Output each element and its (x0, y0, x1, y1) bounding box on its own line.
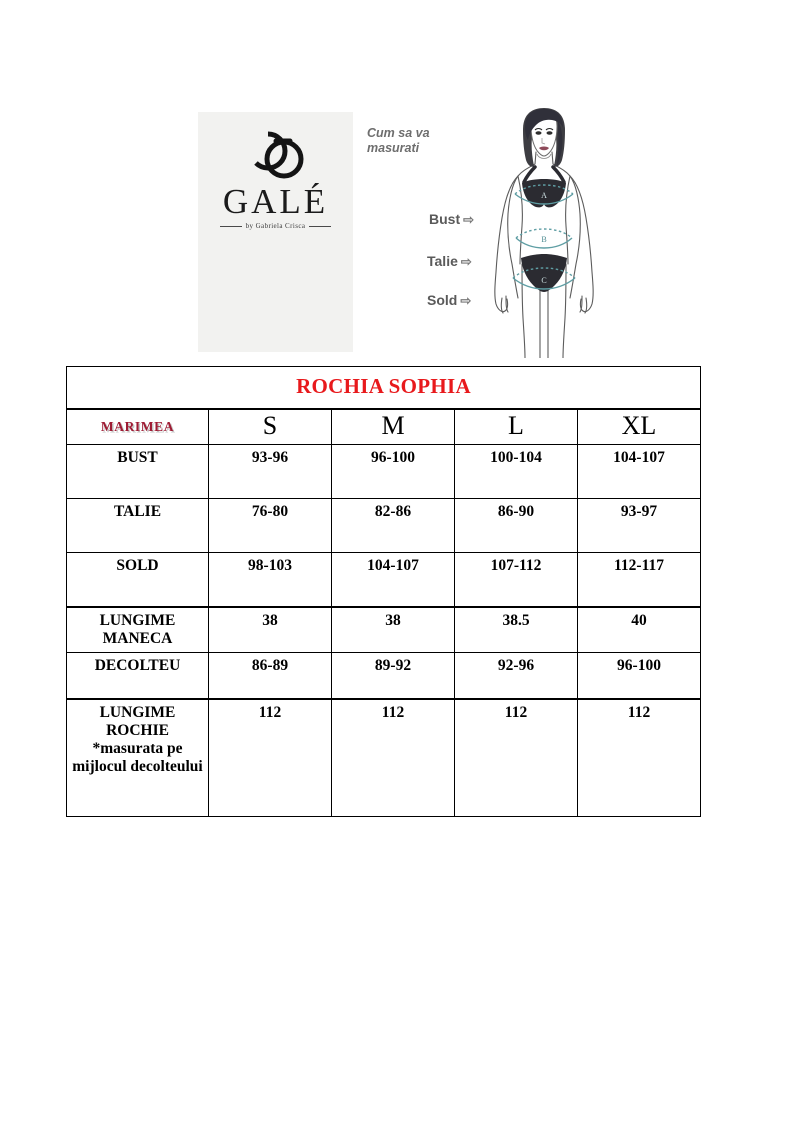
female-body-measurement-illustration: A B C (478, 108, 610, 359)
cell-talie-s: 76-80 (208, 498, 332, 553)
row-label-bust: BUST (66, 444, 209, 499)
measure-label-sold: Sold ⇨ (427, 292, 471, 309)
size-header-l: L (454, 408, 578, 445)
cell-sold-s: 98-103 (208, 552, 332, 607)
cell-decolteu-l: 92-96 (454, 652, 578, 699)
cell-rochie-m: 112 (331, 697, 455, 817)
cell-sold-xl: 112-117 (577, 552, 701, 607)
table-row: DECOLTEU 86-89 89-92 92-96 96-100 (66, 652, 701, 699)
cell-maneca-m: 38 (331, 605, 455, 653)
tape-mark-a: A (541, 191, 547, 200)
size-chart-table: ROCHIA SOPHIA MARIMEA S M L XL BUST 93-9… (66, 366, 701, 817)
measure-label-talie: Talie ⇨ (427, 253, 472, 270)
tagline-rule-left (219, 225, 242, 227)
row-label-sold: SOLD (66, 552, 209, 607)
tagline-text: by Gabriela Crisca (245, 222, 306, 230)
cell-talie-m: 82-86 (331, 498, 455, 553)
measure-label-sold-text: Sold (427, 292, 458, 308)
cell-rochie-l: 112 (454, 697, 578, 817)
gale-interlocking-rings-logo-icon (228, 124, 323, 186)
arrow-right-icon: ⇨ (460, 293, 472, 308)
cell-decolteu-xl: 96-100 (577, 652, 701, 699)
cell-decolteu-m: 89-92 (331, 652, 455, 699)
table-row: TALIE 76-80 82-86 86-90 93-97 (66, 498, 701, 553)
cell-bust-s: 93-96 (208, 444, 332, 499)
cell-decolteu-s: 86-89 (208, 652, 332, 699)
chart-title: ROCHIA SOPHIA (66, 366, 701, 410)
tagline-rule-right (309, 225, 332, 227)
cell-maneca-s: 38 (208, 605, 332, 653)
measure-label-talie-text: Talie (427, 253, 458, 269)
measure-label-bust-text: Bust (429, 211, 461, 227)
cell-bust-xl: 104-107 (577, 444, 701, 499)
table-row: BUST 93-96 96-100 100-104 104-107 (66, 444, 701, 499)
row-label-decolteu: DECOLTEU (66, 652, 209, 699)
how-to-measure-title: Cum sa va masurati (367, 126, 430, 155)
table-title-row: ROCHIA SOPHIA (66, 366, 701, 410)
arrow-right-icon: ⇨ (460, 254, 472, 269)
corner-label-text: MARIMEA (100, 419, 175, 434)
row-label-talie: TALIE (66, 498, 209, 553)
logo-svg (248, 131, 304, 179)
cell-bust-m: 96-100 (331, 444, 455, 499)
cell-rochie-xl: 112 (577, 697, 701, 817)
cell-sold-m: 104-107 (331, 552, 455, 607)
brand-logo-panel: GALÉ by Gabriela Crisca (198, 112, 353, 352)
brand-tagline: by Gabriela Crisca (198, 222, 353, 230)
size-header-xl: XL (577, 408, 701, 445)
brand-wordmark: GALÉ (222, 182, 329, 221)
cell-talie-l: 86-90 (454, 498, 578, 553)
size-header-m: M (331, 408, 455, 445)
size-header-s: S (208, 408, 332, 445)
cell-maneca-xl: 40 (577, 605, 701, 653)
measure-label-bust: Bust ⇨ (429, 211, 474, 228)
cell-bust-l: 100-104 (454, 444, 578, 499)
cell-sold-l: 107-112 (454, 552, 578, 607)
cell-maneca-l: 38.5 (454, 605, 578, 653)
cell-rochie-s: 112 (208, 697, 332, 817)
row-label-lungime-rochie: LUNGIME ROCHIE *masurata pe mijlocul dec… (66, 697, 209, 817)
table-header-row: MARIMEA S M L XL (66, 408, 701, 445)
table-row: SOLD 98-103 104-107 107-112 112-117 (66, 552, 701, 607)
tape-mark-b: B (541, 235, 546, 244)
tape-mark-c: C (541, 276, 546, 285)
table-row: LUNGIME ROCHIE *masurata pe mijlocul dec… (66, 697, 701, 817)
corner-label-cell: MARIMEA (66, 408, 209, 445)
table-row: LUNGIME MANECA 38 38 38.5 40 (66, 605, 701, 653)
cell-talie-xl: 93-97 (577, 498, 701, 553)
row-label-lungime-maneca: LUNGIME MANECA (66, 605, 209, 653)
arrow-right-icon: ⇨ (463, 212, 475, 227)
measurement-guide-header: GALÉ by Gabriela Crisca Cum sa va masura… (0, 0, 793, 360)
figure-svg: A B C (494, 108, 594, 359)
